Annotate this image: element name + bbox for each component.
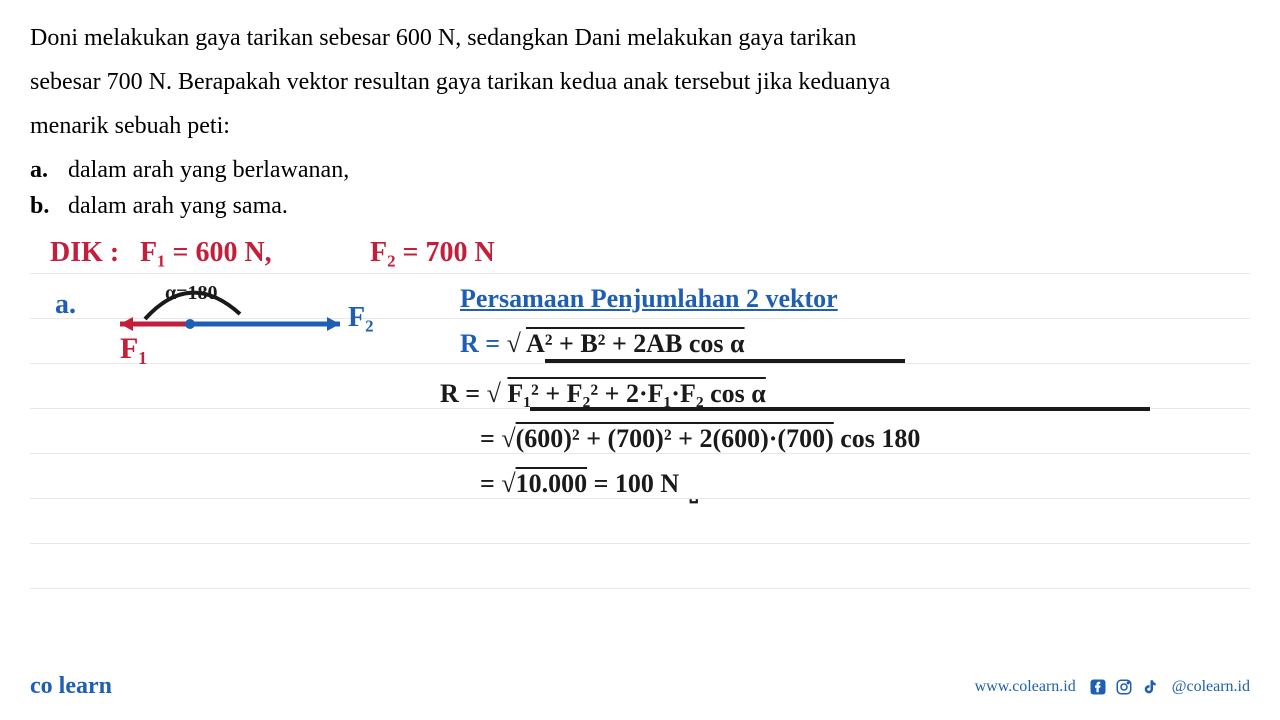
alpha-label: α=180 bbox=[165, 282, 218, 305]
f2-arrow-head bbox=[327, 317, 340, 331]
facebook-icon bbox=[1088, 677, 1108, 697]
logo: co learn bbox=[30, 673, 112, 700]
logo-co: co bbox=[30, 673, 53, 699]
instagram-icon bbox=[1114, 677, 1134, 697]
equation-result: = √10.000 = 100 N ⎵ bbox=[480, 469, 694, 499]
f1-arrow-head bbox=[120, 317, 133, 331]
equation-title: Persamaan Penjumlahan 2 vektor bbox=[460, 284, 838, 314]
item-a-marker: a. bbox=[30, 152, 62, 188]
list-item-b: b. dalam arah yang sama. bbox=[30, 188, 1250, 224]
item-b-marker: b. bbox=[30, 188, 62, 224]
equation-general: R = √ A² + B² + 2AB cos α bbox=[460, 329, 745, 359]
logo-learn: learn bbox=[59, 673, 112, 699]
equation-calculation: = √(600)² + (700)² + 2(600)·(700) cos 18… bbox=[480, 424, 920, 454]
equation-bar-2 bbox=[530, 407, 1150, 411]
footer-right: www.colearn.id @colearn.id bbox=[975, 677, 1250, 697]
f2-vector-label: F₂ bbox=[348, 302, 374, 334]
footer-handle: @colearn.id bbox=[1172, 678, 1250, 696]
problem-line-3: menarik sebuah peti: bbox=[30, 108, 1250, 144]
footer: co learn www.colearn.id @colearn.id bbox=[0, 673, 1280, 700]
equation-substituted: R = √ F₁² + F₂² + 2·F₁·F₂ cos α bbox=[440, 379, 766, 409]
handwriting-area: DIK : F₁ = 600 N, F₂ = 700 N a. α=180 F₁… bbox=[30, 229, 1250, 609]
footer-url: www.colearn.id bbox=[975, 678, 1076, 696]
origin-dot bbox=[185, 319, 195, 329]
problem-line-1: Doni melakukan gaya tarikan sebesar 600 … bbox=[30, 20, 1250, 56]
problem-line-2: sebesar 700 N. Berapakah vektor resultan… bbox=[30, 64, 1250, 100]
f1-vector-label: F₁ bbox=[120, 332, 147, 366]
equation-bar-1 bbox=[545, 359, 905, 363]
item-a-text: dalam arah yang berlawanan, bbox=[68, 157, 349, 183]
item-b-text: dalam arah yang sama. bbox=[68, 193, 288, 219]
social-icons bbox=[1088, 677, 1160, 697]
tiktok-icon bbox=[1140, 677, 1160, 697]
list-item-a: a. dalam arah yang berlawanan, bbox=[30, 152, 1250, 188]
